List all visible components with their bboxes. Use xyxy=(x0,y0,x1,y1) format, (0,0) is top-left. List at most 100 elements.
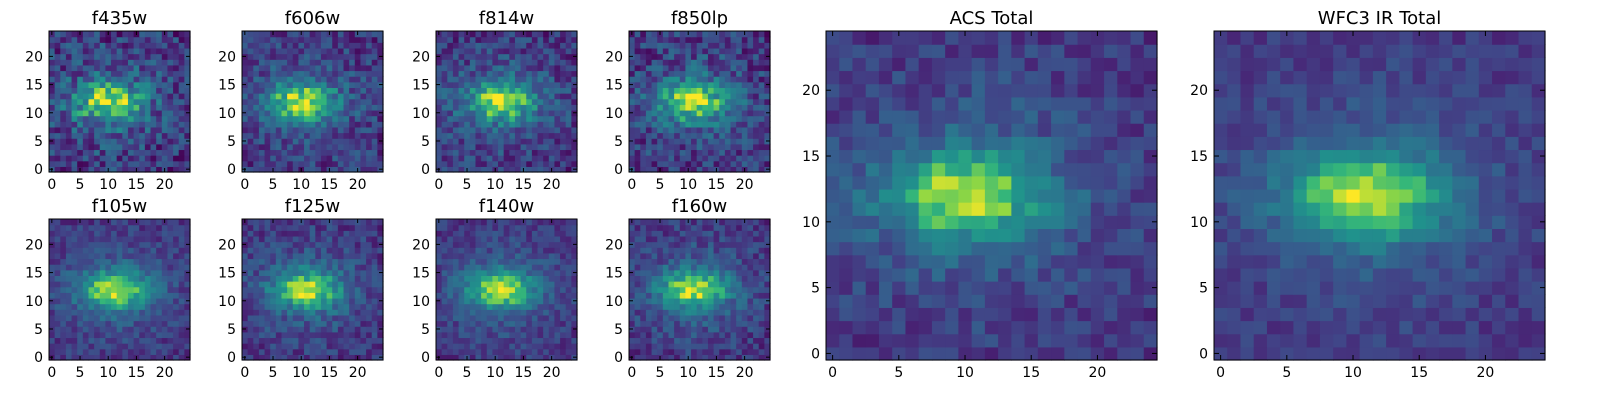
heatmap-cell xyxy=(247,160,254,167)
heatmap-cell xyxy=(320,219,328,226)
heatmap-cell xyxy=(662,326,670,333)
heatmap-cell xyxy=(565,132,572,139)
heatmap-cell xyxy=(469,258,477,265)
heatmap-cell xyxy=(464,275,471,282)
heatmap-cell xyxy=(116,230,123,237)
heatmap-cell xyxy=(565,219,572,226)
heatmap-cell xyxy=(292,314,299,322)
heatmap-cell xyxy=(298,297,305,305)
heatmap-cell xyxy=(77,149,84,156)
heatmap-cell xyxy=(464,303,471,310)
heatmap-cell xyxy=(520,155,527,162)
heatmap-cell xyxy=(258,155,266,162)
heatmap-cell xyxy=(315,235,322,243)
heatmap-cell xyxy=(509,219,516,226)
heatmap-cell xyxy=(640,160,647,167)
heatmap-cell xyxy=(275,230,283,237)
heatmap-cell xyxy=(657,143,664,151)
heatmap-cell xyxy=(645,286,653,293)
heatmap-cell xyxy=(668,149,675,156)
heatmap-cell xyxy=(554,160,561,167)
heatmap-cell xyxy=(753,132,760,139)
heatmap-cell xyxy=(531,53,539,60)
heatmap-cell xyxy=(668,126,675,134)
heatmap-cell xyxy=(326,53,333,60)
heatmap-cell xyxy=(315,31,322,38)
heatmap-cell xyxy=(309,269,316,276)
heatmap-cell xyxy=(337,98,345,105)
heatmap-cell xyxy=(71,331,78,339)
heatmap-cell xyxy=(144,343,152,350)
heatmap-cell xyxy=(71,36,78,43)
heatmap-cell xyxy=(343,93,350,100)
heatmap-cell xyxy=(498,320,505,327)
heatmap-cell xyxy=(292,47,299,55)
heatmap-cell xyxy=(292,121,299,128)
heatmap-cell xyxy=(758,121,765,128)
heatmap-cell xyxy=(360,64,367,72)
heatmap-cell xyxy=(492,98,499,105)
heatmap-cell xyxy=(298,109,305,117)
heatmap-cell xyxy=(736,42,743,49)
heatmap-cell xyxy=(629,87,636,94)
heatmap-cell xyxy=(111,275,118,282)
heatmap-cell xyxy=(696,286,703,293)
heatmap-cell xyxy=(281,224,288,231)
heatmap-cell xyxy=(758,281,765,288)
heatmap-cell xyxy=(258,281,266,288)
heatmap-cell xyxy=(82,264,90,271)
heatmap-cell xyxy=(343,281,350,288)
heatmap-cell xyxy=(514,81,522,88)
heatmap-cell xyxy=(498,132,505,139)
heatmap-cell xyxy=(173,98,180,105)
heatmap-cell xyxy=(475,70,482,77)
heatmap-cell xyxy=(281,126,288,134)
heatmap-cell xyxy=(161,286,169,293)
heatmap-cell xyxy=(127,155,135,162)
heatmap-cell xyxy=(309,47,316,55)
heatmap-cell xyxy=(127,354,135,361)
heatmap-cell xyxy=(753,155,760,162)
heatmap-cell xyxy=(526,286,533,293)
heatmap-cell xyxy=(548,258,556,265)
heatmap-cell xyxy=(258,149,266,156)
heatmap-cell xyxy=(764,104,771,111)
heatmap-cell xyxy=(326,348,333,355)
heatmap-cell xyxy=(486,31,493,38)
heatmap-cell xyxy=(94,93,101,100)
heatmap-cell xyxy=(560,160,567,167)
heatmap-cell xyxy=(492,241,499,248)
heatmap-cell xyxy=(377,149,384,156)
heatmap-cell xyxy=(537,143,544,151)
heatmap-cell xyxy=(320,297,328,305)
heatmap-cell xyxy=(481,343,488,350)
heatmap-cell xyxy=(360,70,367,77)
heatmap-cell xyxy=(377,224,384,231)
heatmap-cell xyxy=(156,64,163,72)
heatmap-cell xyxy=(668,343,675,350)
heatmap-cell xyxy=(127,269,135,276)
heatmap-cell xyxy=(349,269,356,276)
heatmap-cell xyxy=(371,343,378,350)
heatmap-cell xyxy=(156,132,163,139)
heatmap-cell xyxy=(287,297,294,305)
heatmap-cell xyxy=(452,59,460,66)
heatmap-cell xyxy=(94,224,101,231)
heatmap-cell xyxy=(452,354,460,361)
heatmap-cell xyxy=(60,64,67,72)
x-tick-label: 10 xyxy=(486,177,504,193)
heatmap-cell xyxy=(309,166,316,173)
heatmap-cell xyxy=(304,64,311,72)
heatmap-cell xyxy=(634,326,641,333)
heatmap-cell xyxy=(713,314,720,322)
heatmap-cell xyxy=(360,219,367,226)
heatmap-cell xyxy=(537,31,544,38)
heatmap-cell xyxy=(349,64,356,72)
heatmap-cell xyxy=(139,47,146,55)
heatmap-cell xyxy=(548,224,556,231)
heatmap-cell xyxy=(696,98,703,105)
heatmap-cell xyxy=(65,81,73,88)
heatmap-cell xyxy=(127,258,135,265)
heatmap-cell xyxy=(65,109,73,117)
heatmap-cell xyxy=(88,93,95,100)
